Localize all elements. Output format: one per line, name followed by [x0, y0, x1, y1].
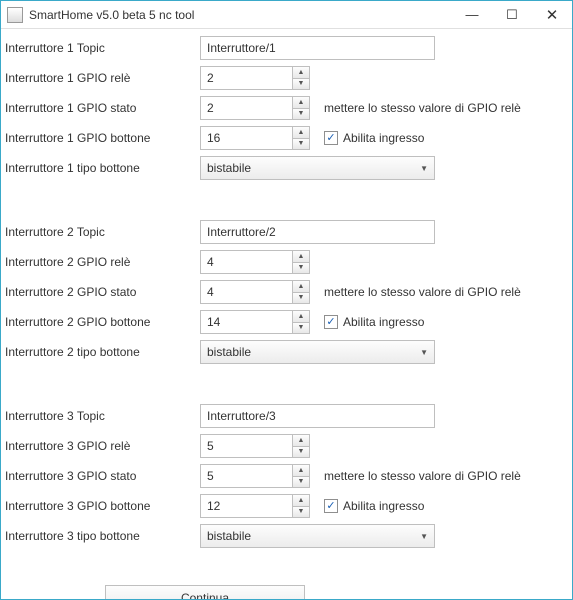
- abilita-ingresso-label: Abilita ingresso: [343, 131, 424, 145]
- spinner-down-icon[interactable]: ▼: [293, 477, 309, 488]
- gpio-stato-label: Interruttore 2 GPIO stato: [5, 285, 200, 299]
- tipo-bottone-combo[interactable]: bistabile ▼: [200, 524, 435, 548]
- gpio-stato-hint: mettere lo stesso valore di GPIO relè: [324, 101, 521, 115]
- gpio-bottone-spinner[interactable]: 16 ▲ ▼: [200, 126, 310, 150]
- continue-button[interactable]: Continua: [105, 585, 305, 599]
- switch-group-1: Interruttore 1 Topic Interruttore/1 Inte…: [5, 33, 564, 183]
- tipo-bottone-value: bistabile: [207, 345, 420, 359]
- topic-label: Interruttore 1 Topic: [5, 41, 200, 55]
- abilita-ingresso-field[interactable]: ✓ Abilita ingresso: [324, 315, 424, 329]
- gpio-rele-spinner[interactable]: 5 ▲ ▼: [200, 434, 310, 458]
- spinner-up-icon[interactable]: ▲: [293, 97, 309, 109]
- app-window: SmartHome v5.0 beta 5 nc tool — ☐ ✕ Inte…: [0, 0, 573, 600]
- gpio-stato-spinner[interactable]: 4 ▲ ▼: [200, 280, 310, 304]
- gpio-stato-label: Interruttore 3 GPIO stato: [5, 469, 200, 483]
- gpio-stato-spinner[interactable]: 2 ▲ ▼: [200, 96, 310, 120]
- topic-input[interactable]: Interruttore/2: [200, 220, 435, 244]
- window-buttons: — ☐ ✕: [452, 1, 572, 28]
- spinner-down-icon[interactable]: ▼: [293, 139, 309, 150]
- gpio-bottone-spinner-value[interactable]: 14: [200, 310, 292, 334]
- gpio-rele-spinner-value[interactable]: 2: [200, 66, 292, 90]
- maximize-button[interactable]: ☐: [492, 1, 532, 28]
- gpio-stato-spinner[interactable]: 5 ▲ ▼: [200, 464, 310, 488]
- tipo-bottone-label: Interruttore 2 tipo bottone: [5, 345, 200, 359]
- gpio-rele-spinner[interactable]: 2 ▲ ▼: [200, 66, 310, 90]
- spinner-up-icon[interactable]: ▲: [293, 251, 309, 263]
- spinner-up-icon[interactable]: ▲: [293, 127, 309, 139]
- tipo-bottone-label: Interruttore 1 tipo bottone: [5, 161, 200, 175]
- window-title: SmartHome v5.0 beta 5 nc tool: [29, 8, 452, 22]
- gpio-bottone-spinner-buttons: ▲ ▼: [292, 126, 310, 150]
- content-area: Interruttore 1 Topic Interruttore/1 Inte…: [1, 29, 572, 599]
- close-button[interactable]: ✕: [532, 1, 572, 28]
- gpio-bottone-label: Interruttore 3 GPIO bottone: [5, 499, 200, 513]
- spinner-down-icon[interactable]: ▼: [293, 263, 309, 274]
- tipo-bottone-combo[interactable]: bistabile ▼: [200, 340, 435, 364]
- topic-label: Interruttore 3 Topic: [5, 409, 200, 423]
- abilita-ingresso-checkbox[interactable]: ✓: [324, 499, 338, 513]
- abilita-ingresso-checkbox[interactable]: ✓: [324, 315, 338, 329]
- topic-input[interactable]: Interruttore/3: [200, 404, 435, 428]
- spinner-down-icon[interactable]: ▼: [293, 79, 309, 90]
- spinner-up-icon[interactable]: ▲: [293, 465, 309, 477]
- footer: Continua: [5, 585, 564, 599]
- tipo-bottone-value: bistabile: [207, 161, 420, 175]
- gpio-bottone-spinner-buttons: ▲ ▼: [292, 494, 310, 518]
- gpio-bottone-spinner-value[interactable]: 12: [200, 494, 292, 518]
- gpio-rele-spinner[interactable]: 4 ▲ ▼: [200, 250, 310, 274]
- abilita-ingresso-field[interactable]: ✓ Abilita ingresso: [324, 499, 424, 513]
- gpio-rele-label: Interruttore 3 GPIO relè: [5, 439, 200, 453]
- minimize-button[interactable]: —: [452, 1, 492, 28]
- spinner-down-icon[interactable]: ▼: [293, 447, 309, 458]
- app-icon: [7, 7, 23, 23]
- tipo-bottone-combo[interactable]: bistabile ▼: [200, 156, 435, 180]
- gpio-bottone-spinner[interactable]: 12 ▲ ▼: [200, 494, 310, 518]
- gpio-stato-hint: mettere lo stesso valore di GPIO relè: [324, 285, 521, 299]
- gpio-bottone-spinner-buttons: ▲ ▼: [292, 310, 310, 334]
- gpio-bottone-label: Interruttore 1 GPIO bottone: [5, 131, 200, 145]
- spinner-up-icon[interactable]: ▲: [293, 495, 309, 507]
- tipo-bottone-label: Interruttore 3 tipo bottone: [5, 529, 200, 543]
- gpio-rele-spinner-buttons: ▲ ▼: [292, 66, 310, 90]
- gpio-stato-spinner-buttons: ▲ ▼: [292, 96, 310, 120]
- gpio-stato-spinner-value[interactable]: 4: [200, 280, 292, 304]
- spinner-up-icon[interactable]: ▲: [293, 435, 309, 447]
- gpio-bottone-spinner-value[interactable]: 16: [200, 126, 292, 150]
- chevron-down-icon: ▼: [420, 532, 428, 541]
- abilita-ingresso-field[interactable]: ✓ Abilita ingresso: [324, 131, 424, 145]
- gpio-stato-spinner-value[interactable]: 5: [200, 464, 292, 488]
- spinner-up-icon[interactable]: ▲: [293, 281, 309, 293]
- spinner-down-icon[interactable]: ▼: [293, 109, 309, 120]
- gpio-rele-spinner-value[interactable]: 4: [200, 250, 292, 274]
- spinner-up-icon[interactable]: ▲: [293, 311, 309, 323]
- topic-input[interactable]: Interruttore/1: [200, 36, 435, 60]
- abilita-ingresso-label: Abilita ingresso: [343, 315, 424, 329]
- spinner-down-icon[interactable]: ▼: [293, 323, 309, 334]
- topic-label: Interruttore 2 Topic: [5, 225, 200, 239]
- switch-group-3: Interruttore 3 Topic Interruttore/3 Inte…: [5, 401, 564, 551]
- gpio-rele-spinner-value[interactable]: 5: [200, 434, 292, 458]
- chevron-down-icon: ▼: [420, 164, 428, 173]
- abilita-ingresso-label: Abilita ingresso: [343, 499, 424, 513]
- gpio-rele-spinner-buttons: ▲ ▼: [292, 434, 310, 458]
- gpio-stato-label: Interruttore 1 GPIO stato: [5, 101, 200, 115]
- gpio-rele-label: Interruttore 2 GPIO relè: [5, 255, 200, 269]
- titlebar: SmartHome v5.0 beta 5 nc tool — ☐ ✕: [1, 1, 572, 29]
- abilita-ingresso-checkbox[interactable]: ✓: [324, 131, 338, 145]
- switch-group-2: Interruttore 2 Topic Interruttore/2 Inte…: [5, 217, 564, 367]
- tipo-bottone-value: bistabile: [207, 529, 420, 543]
- spinner-down-icon[interactable]: ▼: [293, 507, 309, 518]
- chevron-down-icon: ▼: [420, 348, 428, 357]
- spinner-up-icon[interactable]: ▲: [293, 67, 309, 79]
- gpio-stato-spinner-value[interactable]: 2: [200, 96, 292, 120]
- gpio-bottone-label: Interruttore 2 GPIO bottone: [5, 315, 200, 329]
- gpio-stato-hint: mettere lo stesso valore di GPIO relè: [324, 469, 521, 483]
- spinner-down-icon[interactable]: ▼: [293, 293, 309, 304]
- gpio-stato-spinner-buttons: ▲ ▼: [292, 464, 310, 488]
- gpio-rele-label: Interruttore 1 GPIO relè: [5, 71, 200, 85]
- gpio-bottone-spinner[interactable]: 14 ▲ ▼: [200, 310, 310, 334]
- gpio-stato-spinner-buttons: ▲ ▼: [292, 280, 310, 304]
- gpio-rele-spinner-buttons: ▲ ▼: [292, 250, 310, 274]
